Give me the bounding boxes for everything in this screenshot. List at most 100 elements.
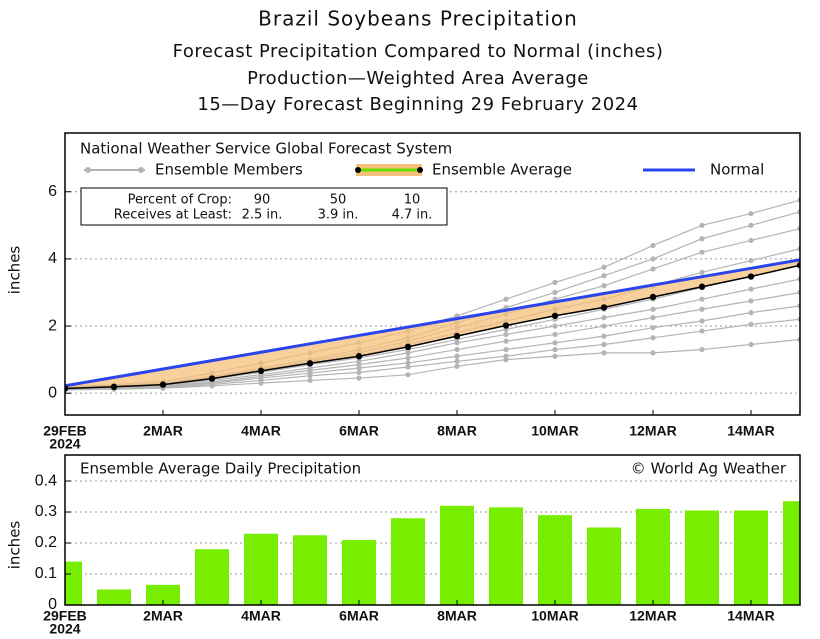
- bar: [391, 518, 425, 605]
- member-point: [601, 350, 607, 356]
- bar: [65, 561, 82, 605]
- info-box: [80, 187, 448, 226]
- member-point: [748, 310, 754, 316]
- y-tick-label: 0: [48, 596, 57, 613]
- y-axis-label: inches: [6, 521, 24, 570]
- y-tick-label: 0: [48, 384, 57, 401]
- x-tick-label: 12MAR: [629, 608, 676, 624]
- member-line: [65, 278, 800, 390]
- x-tick-label: 6MAR: [339, 608, 379, 624]
- bar: [244, 533, 278, 605]
- member-point: [258, 380, 264, 386]
- member-point: [405, 364, 411, 370]
- x-tick-label: 6MAR: [339, 423, 379, 439]
- info-cell: 2.5 in.: [242, 208, 283, 223]
- x-tick-label: 14MAR: [727, 423, 774, 439]
- subtitle: Forecast Precipitation Compared to Norma…: [173, 41, 664, 62]
- info-cell: 50: [330, 193, 347, 208]
- x-tick-label: 12MAR: [629, 423, 676, 439]
- bar: [97, 589, 131, 605]
- legend-label: Normal: [710, 161, 764, 179]
- bar: [587, 527, 621, 605]
- member-point: [405, 360, 411, 366]
- annotation: National Weather Service Global Forecast…: [80, 140, 452, 158]
- x-tick-label: 10MAR: [531, 423, 578, 439]
- member-point: [503, 357, 509, 363]
- x-tick-label: 2MAR: [143, 608, 183, 624]
- x-tick-label: 29FEB: [43, 423, 87, 439]
- info-cell: Percent of Crop:: [128, 193, 232, 208]
- average-point: [747, 273, 755, 280]
- x-tick-label: 8MAR: [437, 608, 477, 624]
- bar: [783, 501, 800, 605]
- member-point: [503, 331, 509, 338]
- member-point: [699, 328, 705, 334]
- info-cell: 4.7 in.: [392, 208, 433, 223]
- member-point: [356, 365, 362, 371]
- average-point: [600, 304, 608, 311]
- bar: [636, 508, 670, 605]
- y-tick-label: 6: [48, 183, 57, 200]
- info-cell: Receives at Least:: [114, 208, 232, 223]
- member-line: [65, 291, 800, 390]
- member-point: [601, 341, 607, 348]
- member-point: [650, 266, 656, 272]
- member-point: [748, 286, 754, 292]
- member-point: [356, 375, 362, 381]
- credit: © World Ag Weather: [631, 460, 787, 478]
- average-point: [110, 383, 118, 390]
- member-point: [699, 236, 705, 242]
- member-point: [601, 273, 607, 279]
- member-point: [699, 222, 705, 228]
- member-point: [307, 377, 313, 384]
- average-point: [551, 312, 559, 319]
- member-point: [454, 340, 460, 346]
- member-line: [65, 305, 800, 391]
- subtitle: 15—Day Forecast Beginning 29 February 20…: [197, 94, 638, 115]
- average-point: [306, 360, 314, 367]
- x-tick-label: 4MAR: [241, 423, 281, 439]
- member-point: [699, 318, 705, 324]
- member-point: [503, 296, 509, 302]
- member-point: [356, 369, 362, 375]
- annotation: Ensemble Average Daily Precipitation: [80, 460, 361, 478]
- member-point: [601, 283, 607, 289]
- bar: [489, 507, 523, 605]
- member-point: [601, 315, 607, 321]
- member-point: [650, 350, 656, 356]
- member-point: [650, 335, 656, 341]
- y-axis-label: inches: [6, 246, 24, 295]
- member-point: [601, 323, 607, 329]
- member-point: [650, 315, 656, 321]
- member-line: [65, 338, 800, 391]
- member-point: [552, 346, 558, 353]
- member-point: [748, 210, 754, 217]
- bar: [685, 510, 719, 605]
- average-point: [796, 262, 800, 269]
- member-point: [601, 264, 607, 270]
- bar: [342, 539, 376, 605]
- member-point: [209, 383, 215, 389]
- bar: [538, 515, 572, 605]
- member-point: [503, 338, 509, 344]
- series-line: [65, 258, 800, 388]
- member-point: [405, 355, 411, 361]
- plot-frame: [64, 454, 801, 606]
- y-tick-label: 0.1: [35, 565, 57, 582]
- average-point: [159, 381, 167, 388]
- member-point: [748, 341, 754, 348]
- bar: [146, 584, 180, 605]
- y-tick-label: 0.3: [35, 503, 57, 520]
- member-point: [650, 256, 656, 262]
- member-point: [748, 257, 754, 264]
- plot-bottom: [65, 480, 800, 605]
- legend-label: Ensemble Members: [155, 161, 303, 179]
- y-tick-label: 0.4: [35, 472, 57, 489]
- x-tick-label: 14MAR: [727, 608, 774, 624]
- member-point: [699, 269, 705, 275]
- legend-swatch: [85, 167, 91, 173]
- legend-swatch: [138, 167, 144, 173]
- member-point: [405, 350, 411, 356]
- average-point: [453, 332, 461, 340]
- member-point: [699, 306, 705, 312]
